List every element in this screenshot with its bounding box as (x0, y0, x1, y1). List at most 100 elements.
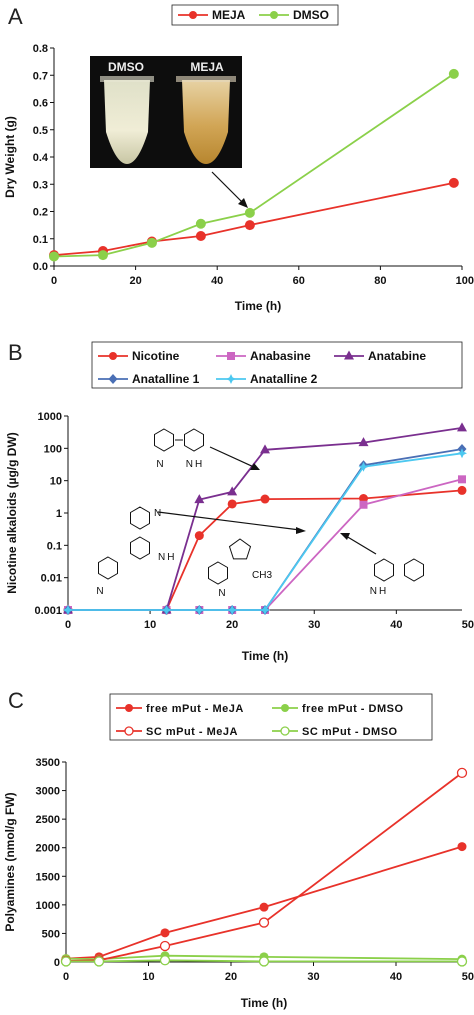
legend-c: free mPut - MeJA free mPut - DMSO SC mPut … (109, 693, 433, 741)
data-point (358, 437, 369, 447)
data-point (244, 207, 255, 218)
meja-tube-rim (176, 76, 236, 82)
data-point (194, 494, 205, 504)
legend-label: SC mPut - MeJA (146, 726, 238, 738)
atom-label: N H (186, 459, 202, 470)
legend-swatch-marker (226, 374, 236, 384)
anatalline-piperidine-ring (130, 536, 150, 560)
series-line (68, 452, 463, 611)
legend-entry: DMSO (259, 8, 329, 22)
y-axis-label: Dry Weight (g) (3, 116, 17, 198)
y-tick-label: 500 (42, 928, 60, 940)
meja-tube (182, 80, 230, 164)
data-point (159, 955, 171, 966)
chemical-structures: N N H N N H N CH3 N N H (96, 428, 424, 599)
series-nicotine (63, 485, 467, 615)
data-point (358, 461, 369, 472)
legend-swatch-marker (189, 11, 197, 19)
legend-swatch-marker (344, 350, 354, 360)
legend-entry: free mPut - MeJA (116, 703, 243, 715)
series-line (68, 427, 463, 611)
data-point (160, 928, 170, 938)
atom-label: N (96, 586, 103, 597)
data-point (260, 444, 270, 454)
series-anatalline-2 (63, 448, 467, 615)
legend-swatch-marker (227, 352, 235, 360)
chart-panel-c: C 0 500 1000 1500 2000 2500 3000 3500 0 10 20 30 40 50… (3, 688, 474, 1010)
y-tick-label: 3500 (36, 757, 60, 769)
panel-letter: C (8, 688, 24, 713)
data-point (227, 499, 237, 509)
x-tick-label: 60 (293, 275, 305, 287)
x-axis-label: Time (h) (235, 299, 281, 313)
series-anatabine (63, 422, 467, 614)
data-point (456, 767, 468, 779)
y-tick-label: 0.0 (33, 261, 48, 273)
legend-box (171, 4, 339, 26)
legend-label: Anatalline 2 (250, 372, 318, 386)
x-tick-label: 30 (307, 971, 319, 983)
anatalline-pyridine-ring-top (130, 506, 150, 530)
y-tick-label: 0.3 (33, 179, 48, 191)
atom-label: N (218, 588, 225, 599)
legend-entry: Anabasine (216, 349, 311, 363)
x-tick-label: 20 (129, 275, 141, 287)
legend-label: SC mPut - DMSO (302, 726, 398, 738)
structure-arrow (157, 511, 301, 531)
anatalline-pyridine-ring-bottom (98, 556, 118, 580)
legend-label: DMSO (293, 8, 329, 22)
x-tick-label: 30 (308, 619, 320, 631)
legend-label: MEJA (212, 8, 246, 22)
y-tick-label: 0.4 (33, 152, 49, 164)
data-point (161, 605, 172, 615)
legend-label: Anatalline 1 (132, 372, 200, 386)
arrowhead (340, 533, 350, 540)
series-meja (49, 177, 459, 261)
atom-label: N H (370, 586, 386, 597)
y-tick-label: 0 (54, 957, 60, 969)
y-tick-label: 2000 (36, 843, 60, 855)
legend-b: Nicotine Anabasine Anatabine Anatalline 1 An… (91, 341, 463, 389)
data-point (146, 237, 157, 248)
data-point (457, 422, 467, 432)
x-tick-label: 20 (226, 619, 238, 631)
legend-entry: Anatabine (334, 349, 426, 363)
x-tick-label: 50 (462, 971, 474, 983)
x-tick-label: 20 (225, 971, 237, 983)
data-point (458, 475, 466, 484)
atom-label: CH3 (252, 570, 272, 581)
legend-entry: MEJA (178, 8, 246, 22)
inset-arrowhead (238, 198, 248, 208)
nicotine-pyridine-ring (208, 561, 228, 585)
legend-entry: Anatalline 1 (98, 372, 200, 386)
y-tick-label: 2500 (36, 814, 60, 826)
data-point (258, 917, 270, 928)
data-point (359, 500, 368, 509)
data-point (60, 956, 72, 967)
series-line (68, 489, 463, 611)
y-tick-label: 0.6 (33, 98, 48, 110)
legend-swatch-marker (125, 704, 133, 712)
data-point (194, 531, 204, 541)
anabasine-pyridine-ring (404, 558, 424, 582)
legend-entry: Anatalline 2 (216, 372, 318, 386)
legend-label: free mPut - DMSO (302, 703, 404, 715)
data-point (259, 902, 269, 912)
data-point (457, 842, 467, 852)
series-free-mput-meja (61, 842, 467, 964)
arrowhead (250, 463, 260, 470)
x-axis-label: Time (h) (242, 649, 288, 663)
anabasine-piperidine-ring (374, 558, 394, 582)
arrowhead (296, 527, 306, 534)
legend-box (109, 693, 433, 741)
panel-letter: A (8, 4, 23, 29)
x-tick-label: 50 (462, 619, 474, 631)
atom-label: N (154, 508, 161, 519)
data-point (457, 448, 467, 459)
panel-letter: B (8, 340, 23, 365)
y-tick-label: 100 (44, 443, 62, 455)
x-tick-label: 0 (51, 275, 57, 287)
series-line (68, 448, 463, 611)
